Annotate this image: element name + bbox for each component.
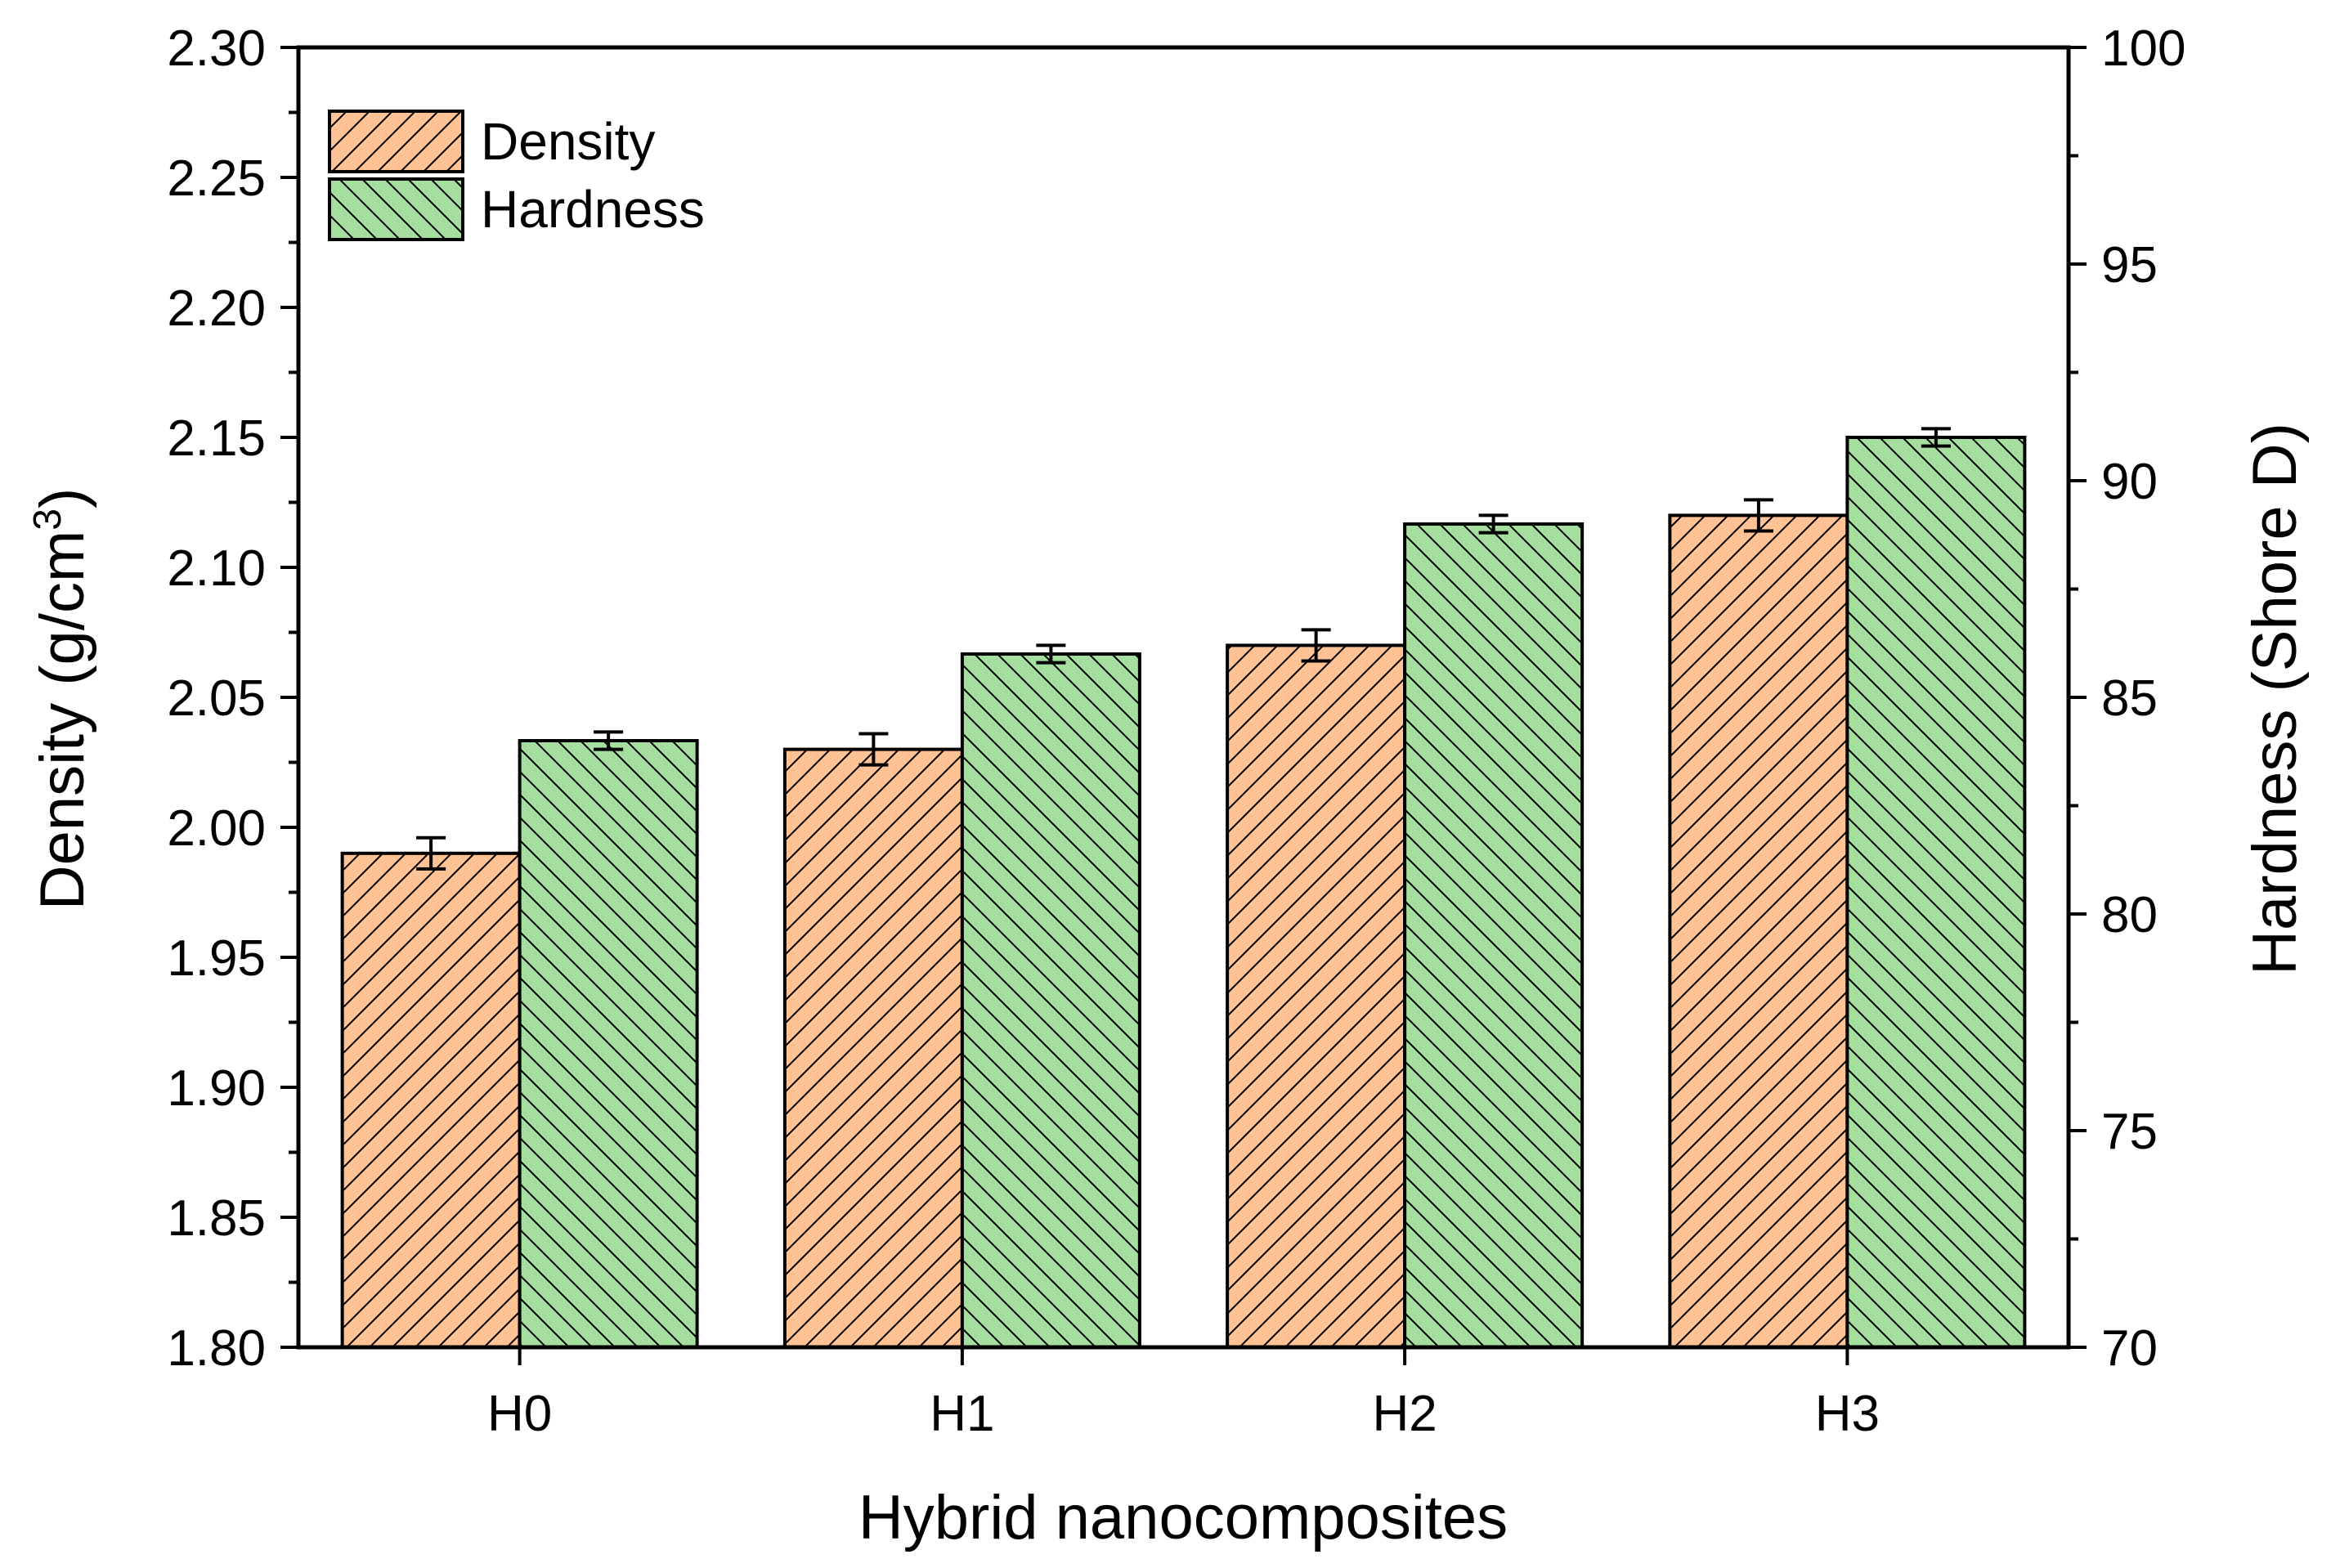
legend-swatch-density-hatch (328, 110, 464, 173)
x-tick-label: H2 (1372, 1386, 1437, 1442)
y-tick-label: 2.30 (167, 20, 266, 77)
bar-hatch-density-h1 (782, 747, 964, 1349)
legend-label-density: Density (481, 112, 655, 171)
x-tick-label: H1 (930, 1386, 994, 1442)
y2-tick-label: 100 (2101, 20, 2185, 77)
y-tick-label: 2.00 (167, 800, 266, 857)
bar-hatch-hardness-h3 (1845, 436, 2027, 1349)
y-tick-label: 1.85 (167, 1190, 266, 1247)
y-tick-label: 2.05 (167, 670, 266, 727)
left-axis: 1.80 1.85 1.90 1.95 2.00 2.05 2.10 2.15 2.20 2.25… (167, 20, 298, 1377)
y-axis-title: Density (g/cm3) (26, 488, 97, 911)
y2-tick-label: 85 (2101, 670, 2158, 727)
y2-axis-title: Hardness (Shore D) (2240, 423, 2310, 975)
y-tick-label: 2.15 (167, 410, 266, 467)
y-tick-label: 2.10 (167, 540, 266, 597)
y2-tick-label: 80 (2101, 887, 2158, 943)
y-tick-label: 2.25 (167, 150, 266, 207)
bar-hatch-hardness-h0 (518, 739, 699, 1349)
y2-tick-label: 70 (2101, 1320, 2158, 1377)
right-axis: 70 75 80 85 90 95 100 (2069, 20, 2185, 1377)
legend-label-hardness: Hardness (481, 180, 705, 239)
bars-layer (340, 436, 2027, 1350)
y2-tick-label: 95 (2101, 237, 2158, 293)
x-axis: H0 H1 H2 H3 (487, 1347, 1880, 1442)
x-tick-label: H0 (487, 1386, 552, 1442)
y-tick-label: 2.20 (167, 280, 266, 337)
y2-tick-label: 75 (2101, 1104, 2158, 1160)
x-tick-label: H3 (1815, 1386, 1880, 1442)
y-tick-label: 1.90 (167, 1060, 266, 1117)
legend-swatch-hardness-hatch (328, 177, 464, 241)
bar-hatch-density-h3 (1668, 513, 1849, 1349)
bar-hatch-hardness-h2 (1403, 522, 1585, 1349)
bar-hatch-density-h2 (1226, 643, 1407, 1349)
bar-hatch-density-h0 (340, 851, 522, 1350)
y2-tick-label: 90 (2101, 454, 2158, 510)
y-tick-label: 1.80 (167, 1320, 266, 1377)
y-tick-label: 1.95 (167, 930, 266, 987)
legend: Density Hardness (328, 110, 705, 241)
x-axis-title: Hybrid nanocomposites (858, 1483, 1508, 1552)
error-bars-layer (416, 427, 1951, 871)
bar-hatch-hardness-h1 (960, 652, 1141, 1349)
